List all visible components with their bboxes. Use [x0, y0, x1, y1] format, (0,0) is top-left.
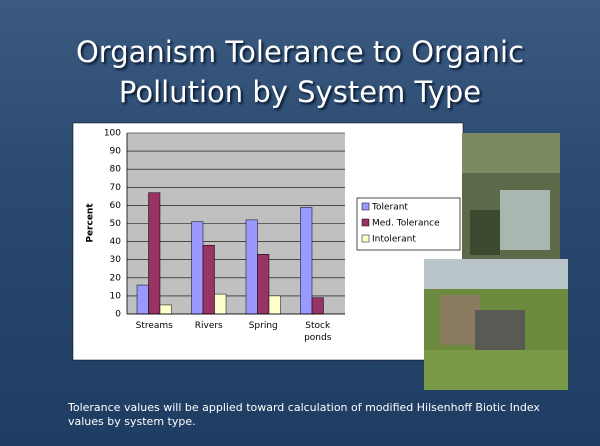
x-tick-label-box: Rivers — [194, 321, 223, 331]
y-tick-label: 0 — [115, 310, 121, 320]
legend-label: Tolerant — [371, 203, 408, 213]
legend-swatch — [361, 202, 370, 211]
y-tick-label: 50 — [110, 219, 122, 229]
legend-label: Intolerant — [372, 235, 416, 245]
y-tick-label: 20 — [110, 273, 122, 283]
bar — [136, 284, 149, 315]
x-tick-label-box: Spring — [248, 321, 278, 331]
y-tick-label: 100 — [104, 129, 121, 139]
y-tick-label: 10 — [110, 291, 122, 301]
photo-field — [424, 259, 568, 390]
bar — [245, 219, 258, 315]
bar — [257, 254, 270, 315]
bar — [202, 244, 215, 315]
y-tick-label: 30 — [110, 255, 122, 265]
y-tick-label: 90 — [110, 147, 122, 157]
x-tick-label: Spring — [248, 321, 278, 331]
y-axis-label: Percent — [86, 203, 96, 243]
y-tick-label: 60 — [110, 201, 122, 211]
y-tick-label: 70 — [110, 183, 122, 193]
y-tick-label: 40 — [110, 237, 122, 247]
caption: Tolerance values will be applied toward … — [68, 401, 540, 428]
x-tick-label: Streams — [135, 321, 173, 331]
bar — [159, 304, 172, 315]
bar — [311, 297, 324, 315]
bar — [148, 192, 161, 315]
x-tick-label: Stock ponds — [304, 321, 332, 343]
bar — [300, 206, 313, 315]
y-tick-label: 80 — [110, 165, 122, 175]
x-tick-label: Rivers — [194, 321, 223, 331]
legend-swatch — [361, 218, 370, 227]
slide-title: Organism Tolerance to Organic Pollution … — [75, 35, 525, 109]
photo-stream — [462, 133, 560, 260]
legend-swatch — [361, 234, 370, 243]
bar — [214, 293, 227, 315]
bar — [268, 295, 281, 315]
legend — [356, 197, 461, 251]
legend-label: Med. Tolerance — [372, 219, 440, 229]
bar — [191, 221, 204, 315]
x-tick-label-box: Stock ponds — [304, 321, 332, 343]
x-tick-label-box: Streams — [135, 321, 173, 331]
